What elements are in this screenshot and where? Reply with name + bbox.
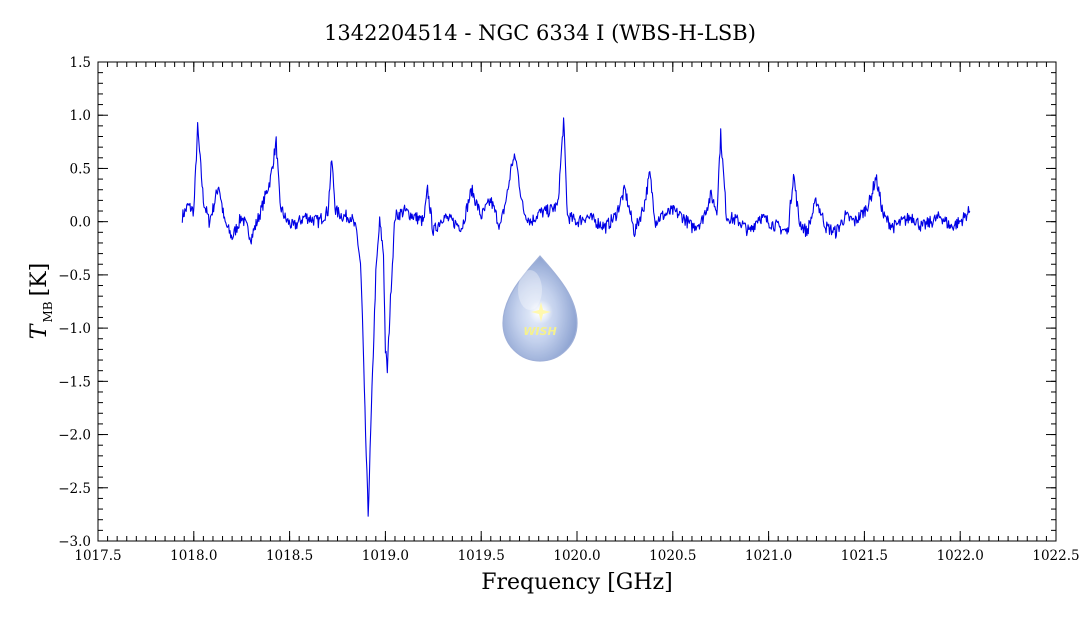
y-tick-label: −3.0 (58, 534, 91, 550)
y-tick-label: −0.5 (58, 268, 91, 284)
x-tick-label: 1018.0 (170, 548, 217, 564)
x-tick-label: 1020.5 (649, 548, 696, 564)
spectrum-series-line (181, 117, 971, 517)
y-tick-label: −2.5 (58, 481, 91, 497)
x-tick-label: 1022.0 (937, 548, 984, 564)
x-tick-label: 1019.0 (362, 548, 409, 564)
plot-frame (97, 61, 1057, 542)
x-tick-label: 1018.5 (266, 548, 313, 564)
x-tick-label: 1022.5 (1032, 548, 1079, 564)
y-axis-label: TMB [K] (27, 263, 55, 339)
y-axis-label-subscript: MB (41, 301, 55, 322)
y-tick-label: −2.0 (58, 428, 91, 444)
y-tick-label: 0.5 (70, 161, 91, 177)
svg-text:TMB[K]: TMB [K] (27, 263, 55, 339)
y-axis-label-symbol: T (27, 322, 52, 339)
y-tick-label: 1.5 (70, 55, 91, 71)
wish-logo: WISH (502, 255, 578, 362)
y-axis-label-unit: [K] (27, 263, 52, 297)
y-tick-label: −1.0 (58, 321, 91, 337)
y-tick-label: 1.0 (70, 108, 91, 124)
x-tick-label: 1020.0 (553, 548, 600, 564)
x-axis-label: Frequency [GHz] (481, 570, 673, 595)
chart-title: 1342204514 - NGC 6334 I (WBS-H-LSB) (324, 21, 756, 45)
x-tick-label: 1019.5 (458, 548, 505, 564)
x-tick-label: 1021.5 (841, 548, 888, 564)
y-axis: 1.5 1.0 0.5 0.0 −0.5 −1.0 −1.5 −2.0 −2.5 −3.0 (58, 55, 1056, 550)
x-tick-label: 1021.0 (745, 548, 792, 564)
x-axis: 1017.5 1018.0 1018.5 1019.0 1019.5 1020.0 1020… (74, 62, 1080, 564)
y-tick-label: −1.5 (58, 374, 91, 390)
y-tick-label: 0.0 (70, 215, 91, 231)
wish-logo-text: WISH (523, 325, 556, 338)
x-tick-label: 1017.5 (74, 548, 121, 564)
